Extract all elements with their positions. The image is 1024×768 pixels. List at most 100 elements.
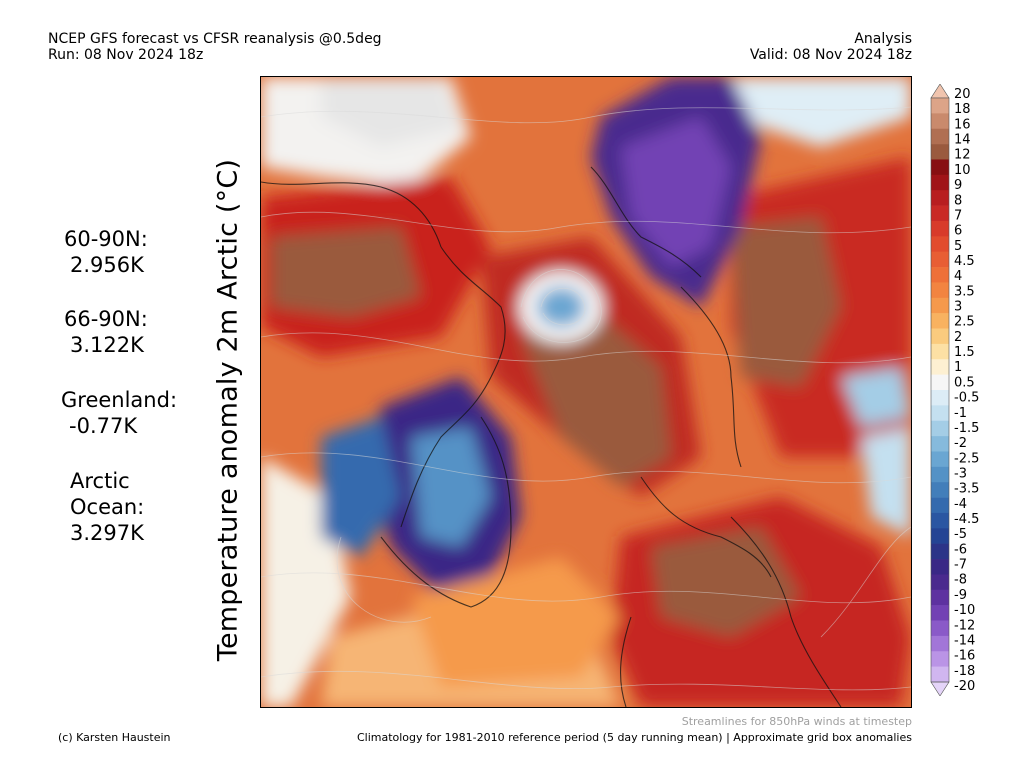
colorbar-swatch [931,589,949,606]
stat-value: -0.77K [69,414,138,438]
colorbar-swatch [931,482,949,498]
colorbar-tick-label: -10 [954,603,975,618]
colorbar-swatch [931,451,949,468]
header-right: Analysis Valid: 08 Nov 2024 18z [750,31,912,63]
colorbar-tick-label: -20 [954,679,975,694]
colorbar-swatch [931,190,949,206]
colorbar-swatch [931,512,949,529]
colorbar-swatch [931,497,949,514]
colorbar-tick-label: 7 [954,208,962,223]
colorbar-swatch [931,159,949,176]
colorbar-tick-label: 8 [954,193,962,208]
colorbar-tick-label: 0.5 [954,375,975,390]
colorbar-tick-label: 18 [954,102,971,117]
colorbar-swatch [931,328,949,345]
colorbar-tick-label: -14 [954,633,975,648]
stat-value: 3.297K [70,521,144,545]
credit: (c) Karsten Haustein [58,731,171,744]
colorbar-tick-label: -16 [954,649,975,664]
colorbar-swatch [931,436,949,452]
colorbar-tick-label: 16 [954,117,971,132]
anomaly-map [260,76,912,708]
colorbar-legend: 201816141210987654.543.532.521.510.5-0.5… [930,84,979,696]
colorbar-tick-label: -8 [954,573,967,588]
colorbar-tick-label: 2 [954,330,962,345]
stat-value: 2.956K [70,253,144,277]
colorbar-tick-label: 1.5 [954,345,975,360]
streamlines [261,106,911,691]
colorbar-swatch [931,359,949,375]
colorbar-tick-label: 10 [954,163,971,178]
colorbar-swatch [931,113,949,130]
colorbar-swatch [931,466,949,483]
colorbar-tick-label: 12 [954,148,971,163]
colorbar-swatch [931,405,949,422]
colorbar-swatch [931,420,949,437]
colorbar-swatch [931,220,949,237]
colorbar-swatch [931,666,949,683]
colorbar-tick-label: 1 [954,360,962,375]
colorbar-swatch [931,236,949,252]
colorbar-tick-label: 14 [954,133,971,148]
colorbar-tick-label: -7 [954,558,967,573]
colorbar-tick-label: -12 [954,618,975,633]
map-canvas [261,77,911,707]
stat-label: 66-90N: [64,307,148,331]
stat-arctic-ocean: Arctic Ocean: 3.297K [70,468,144,546]
climatology-note: Climatology for 1981-2010 reference peri… [356,731,912,744]
colorbar-swatch [931,282,949,299]
colorbar-tick-label: 20 [954,87,971,102]
colorbar-swatch [931,528,949,544]
stat-60-90n: 60-90N: 2.956K [64,226,148,278]
colorbar-swatch [931,297,949,314]
colorbar-swatch [931,174,949,191]
colorbar-swatch [931,128,949,145]
colorbar-swatch [931,635,949,652]
colorbar-swatch [931,620,949,637]
colorbar-swatch [931,205,949,222]
colorbar-bottom-arrow [930,681,950,696]
colorbar-tick-label: -0.5 [954,391,979,406]
colorbar-tick-label: -6 [954,542,967,557]
colorbar-tick-label: -9 [954,588,967,603]
colorbar-swatch [931,390,949,406]
valid-time: Valid: 08 Nov 2024 18z [749,47,912,63]
colorbar-tick-label: -2 [954,436,967,451]
colorbar-swatch [931,543,949,560]
coastlines [261,166,842,707]
stat-66-90n: 66-90N: 3.122K [64,306,148,358]
stat-label-2: Ocean: [70,495,145,519]
colorbar-tick-label: 4.5 [954,254,975,269]
colorbar-tick-label: -18 [954,664,975,679]
colorbar-top-arrow [930,84,950,99]
header-left: NCEP GFS forecast vs CFSR reanalysis @0.… [48,31,382,63]
run-time: Run: 08 Nov 2024 18z [48,47,204,63]
axis-label: Temperature anomaly 2m Arctic (°C) [212,158,244,662]
stat-value: 3.122K [70,333,144,357]
colorbar-tick-label: -5 [954,527,967,542]
colorbar-swatch [931,343,949,360]
colorbar-tick-label: -4.5 [954,512,979,527]
colorbar-swatch [931,251,949,268]
colorbar-swatch [931,605,949,621]
colorbar-tick-label: 6 [954,224,962,239]
colorbar-tick-label: -2.5 [954,451,979,466]
colorbar-swatch [931,267,949,283]
model-title: NCEP GFS forecast vs CFSR reanalysis @0.… [48,31,382,47]
colorbar-tick-label: -1.5 [954,421,979,436]
colorbar-swatch [931,374,949,391]
colorbar-swatch [931,559,949,575]
colorbar-tick-label: -4 [954,497,967,512]
anomaly-field [261,77,911,707]
colorbar-tick-label: 3.5 [954,284,975,299]
colorbar-tick-label: -3 [954,466,967,481]
stat-label: Greenland: [61,388,178,412]
colorbar-swatch [931,144,949,160]
stat-label: Arctic [70,469,130,493]
stat-label: 60-90N: [64,227,148,251]
colorbar-tick-label: -3.5 [954,482,979,497]
colorbar-tick-label: 5 [954,239,962,254]
colorbar-swatch [931,651,949,667]
colorbar-tick-label: 9 [954,178,962,193]
colorbar-frame [930,97,950,683]
